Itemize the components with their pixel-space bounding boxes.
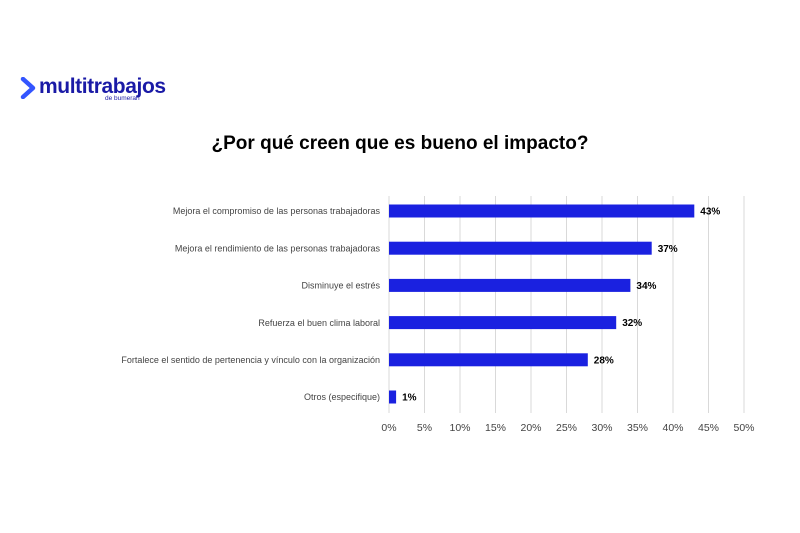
chart-title: ¿Por qué creen que es bueno el impacto? [211, 133, 589, 154]
chevron-logo-icon [20, 77, 36, 99]
x-tick-label: 45% [698, 422, 719, 434]
x-tick-label: 40% [662, 422, 683, 434]
x-tick-label: 35% [627, 422, 648, 434]
category-label: Fortalece el sentido de pertenencia y ví… [121, 355, 380, 365]
grid-layer [388, 196, 745, 413]
logo-tagline: de bumeran [104, 95, 140, 102]
x-tick-label: 30% [591, 422, 612, 434]
data-label: 34% [636, 281, 656, 292]
x-tick-label: 20% [520, 422, 541, 434]
data-label: 28% [594, 355, 614, 366]
bar [389, 204, 695, 218]
label-layer: 0% 5% 10% 15% 20% 25% 30% 35% 40% 45% 50% Mejora el… [121, 206, 754, 434]
bar [389, 241, 652, 255]
data-label: 1% [402, 393, 417, 404]
logo-text: multitrabajos de bumeran [39, 75, 166, 103]
data-label: 43% [700, 207, 720, 218]
category-label: Disminuye el estrés [301, 281, 380, 291]
x-tick-label: 25% [556, 422, 577, 434]
x-tick-label: 5% [417, 422, 432, 434]
bar [389, 353, 588, 367]
category-label: Otros (especifique) [304, 392, 380, 402]
brand-logo: multitrabajos de bumeran [20, 76, 166, 106]
data-label: 37% [658, 244, 678, 255]
category-label: Mejora el rendimiento de las personas tr… [175, 243, 381, 253]
bar [389, 278, 631, 292]
x-tick-label: 15% [485, 422, 506, 434]
bar [389, 390, 397, 404]
x-tick-label: 50% [733, 422, 754, 434]
category-label: Refuerza el buen clima laboral [258, 318, 380, 328]
bar [389, 316, 617, 330]
x-tick-label: 10% [449, 422, 470, 434]
bar-layer [389, 204, 695, 404]
x-tick-label: 0% [381, 422, 396, 434]
category-label: Mejora el compromiso de las personas tra… [173, 206, 381, 216]
logo-wordmark: multitrabajos [39, 75, 166, 98]
data-label: 32% [622, 318, 642, 329]
